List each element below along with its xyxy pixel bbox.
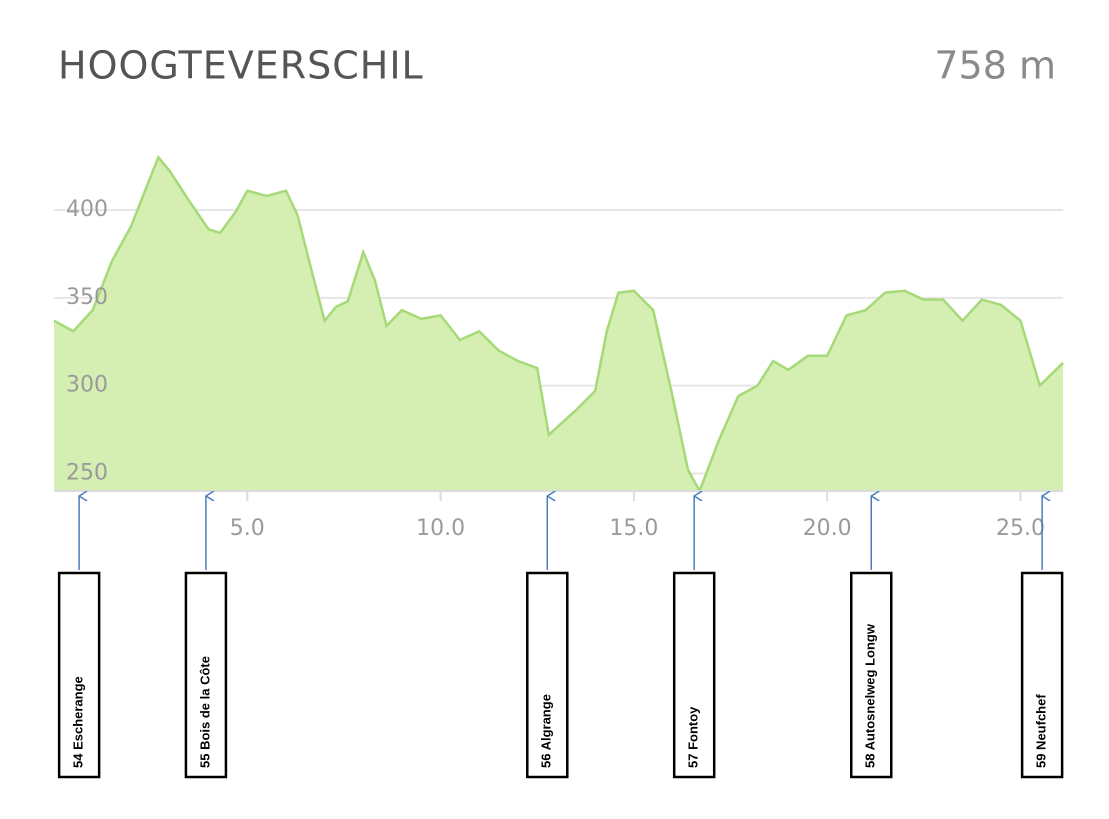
- annotation-label: 54 Escherange: [71, 676, 86, 768]
- x-tick-label: 5.0: [230, 516, 265, 541]
- annotation-box: [526, 571, 569, 779]
- annotation-box: [1020, 571, 1064, 779]
- summary: 758 m: [934, 44, 1056, 88]
- annotation-label: 55 Bois de la Côte: [197, 656, 212, 768]
- elevation-area: [54, 157, 1063, 492]
- annotation-box: [184, 571, 228, 779]
- annotation-label: 58 Autosnelweg Longw: [863, 623, 878, 768]
- annotation-label: 57 Fontoy: [686, 706, 701, 768]
- annotation-box: [672, 571, 716, 779]
- annotation-label: 56 Algrange: [539, 694, 554, 768]
- annotation-box: [850, 571, 893, 779]
- x-tick-label: 25.0: [996, 516, 1045, 541]
- y-tick-label: 350: [66, 285, 108, 310]
- x-tick-label: 10.0: [416, 516, 465, 541]
- annotation-box: [57, 571, 101, 779]
- y-tick-label: 300: [66, 373, 108, 398]
- y-tick-label: 400: [66, 197, 108, 222]
- y-tick-label: 250: [66, 460, 108, 485]
- chart-title: HOOGTEVERSCHIL: [58, 44, 424, 88]
- x-tick-label: 20.0: [803, 516, 852, 541]
- annotation-label: 59 Neufchef: [1034, 694, 1049, 768]
- x-tick-label: 15.0: [609, 516, 658, 541]
- elevation-line: [53, 154, 1064, 494]
